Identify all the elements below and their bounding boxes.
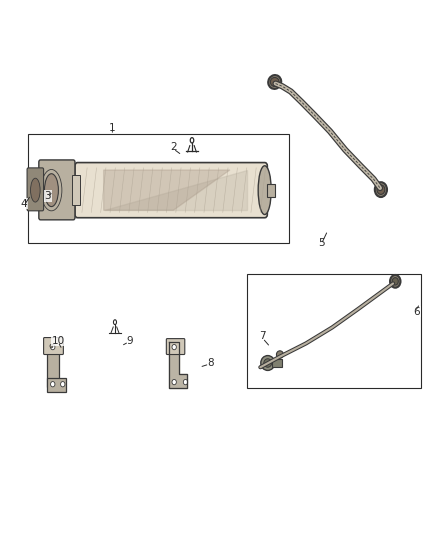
Text: 3: 3 xyxy=(45,191,51,201)
Ellipse shape xyxy=(392,278,398,285)
FancyBboxPatch shape xyxy=(166,338,185,354)
FancyBboxPatch shape xyxy=(39,160,75,220)
Ellipse shape xyxy=(258,166,271,215)
Ellipse shape xyxy=(270,77,279,86)
Polygon shape xyxy=(104,170,247,211)
Ellipse shape xyxy=(276,351,283,358)
Bar xyxy=(28,134,289,243)
Bar xyxy=(267,184,275,197)
Polygon shape xyxy=(169,342,187,389)
Text: 6: 6 xyxy=(414,306,420,317)
Ellipse shape xyxy=(264,359,272,367)
Ellipse shape xyxy=(50,382,55,387)
FancyBboxPatch shape xyxy=(47,342,59,387)
Text: 4: 4 xyxy=(21,199,27,209)
Text: 10: 10 xyxy=(51,336,64,346)
Ellipse shape xyxy=(390,275,400,288)
Ellipse shape xyxy=(50,344,55,350)
Ellipse shape xyxy=(377,185,385,195)
Text: 7: 7 xyxy=(259,332,266,342)
Polygon shape xyxy=(104,170,230,211)
Ellipse shape xyxy=(60,382,65,387)
Text: 8: 8 xyxy=(207,358,214,368)
Ellipse shape xyxy=(172,379,177,385)
Ellipse shape xyxy=(172,344,177,350)
Ellipse shape xyxy=(261,356,275,370)
Ellipse shape xyxy=(375,182,387,197)
Text: 1: 1 xyxy=(109,123,116,133)
Ellipse shape xyxy=(50,344,53,348)
Ellipse shape xyxy=(45,174,58,207)
FancyBboxPatch shape xyxy=(27,168,44,211)
Bar xyxy=(72,175,80,205)
Ellipse shape xyxy=(268,75,281,89)
FancyBboxPatch shape xyxy=(47,378,66,392)
Bar xyxy=(272,359,282,367)
Text: 9: 9 xyxy=(127,336,133,346)
Ellipse shape xyxy=(31,178,40,202)
FancyBboxPatch shape xyxy=(75,163,267,217)
Ellipse shape xyxy=(184,379,187,385)
FancyBboxPatch shape xyxy=(44,337,64,354)
Bar xyxy=(247,274,421,389)
Text: 5: 5 xyxy=(318,238,325,248)
Text: 2: 2 xyxy=(170,142,177,152)
